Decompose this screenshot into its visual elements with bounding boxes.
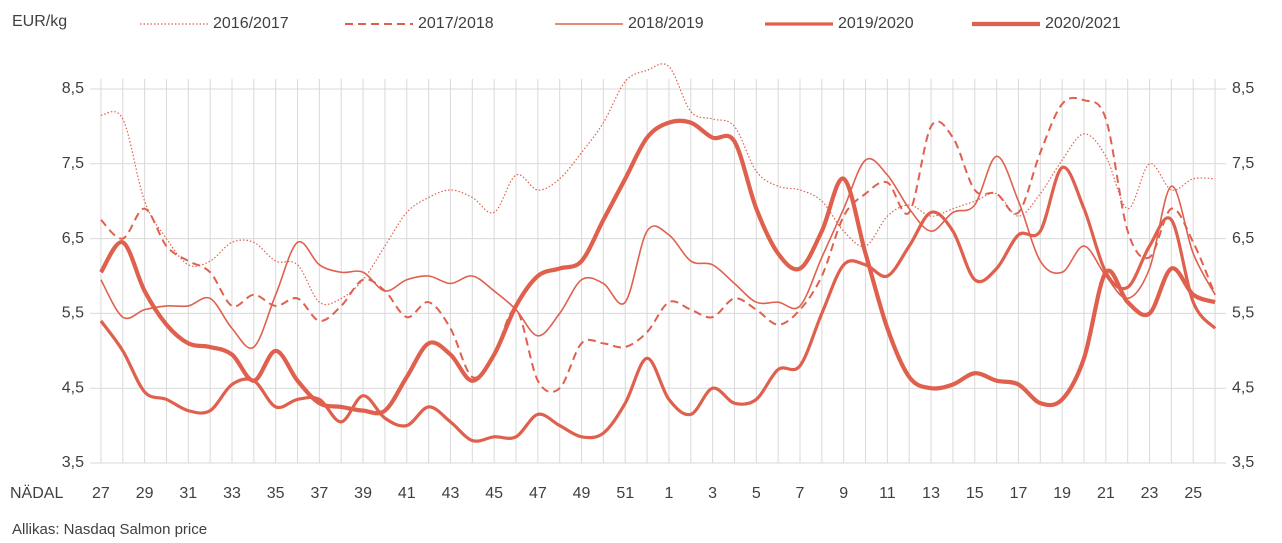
x-tick-label: 1 <box>664 485 673 502</box>
x-tick-label: 39 <box>354 485 372 502</box>
series-line <box>100 63 1216 306</box>
x-tick-label: 7 <box>796 485 805 502</box>
x-tick-label: 19 <box>1053 485 1071 502</box>
y2-tick-label: 7,5 <box>1232 155 1254 172</box>
legend-label: 2016/2017 <box>213 15 289 32</box>
x-tick-label: 29 <box>136 485 154 502</box>
x-tick-label: 31 <box>179 485 197 502</box>
y2-tick-label: 8,5 <box>1232 80 1254 97</box>
x-tick-label: 47 <box>529 485 547 502</box>
x-tick-label: 43 <box>442 485 460 502</box>
y-tick-label: 6,5 <box>62 230 84 247</box>
y-tick-label: 8,5 <box>62 80 84 97</box>
series-line <box>100 96 1217 394</box>
x-tick-label: 35 <box>267 485 285 502</box>
x-tick-label: 33 <box>223 485 241 502</box>
legend-label: 2020/2021 <box>1045 15 1121 32</box>
x-tick-label: 11 <box>879 485 896 502</box>
x-tick-label: 21 <box>1097 485 1115 502</box>
y2-tick-label: 5,5 <box>1232 305 1254 322</box>
x-tick-label: 13 <box>922 485 940 502</box>
x-tick-label: 9 <box>839 485 848 502</box>
x-tick-label: 51 <box>616 485 634 502</box>
x-tick-label: 5 <box>752 485 761 502</box>
x-tick-label: 25 <box>1184 485 1202 502</box>
x-tick-label: 41 <box>398 485 416 502</box>
x-tick-label: 15 <box>966 485 984 502</box>
y-axis-label: EUR/kg <box>12 13 67 30</box>
y-tick-label: 5,5 <box>62 305 84 322</box>
x-tick-label: 27 <box>92 485 110 502</box>
legend-label: 2019/2020 <box>838 15 914 32</box>
x-tick-label: 49 <box>573 485 591 502</box>
y2-tick-label: 3,5 <box>1232 454 1254 471</box>
series-line <box>99 118 1216 416</box>
legend-label: 2017/2018 <box>418 15 494 32</box>
series-line <box>100 155 1216 349</box>
y-tick-label: 3,5 <box>62 454 84 471</box>
x-tick-label: 23 <box>1141 485 1159 502</box>
y2-tick-label: 6,5 <box>1232 230 1254 247</box>
legend-label: 2018/2019 <box>628 15 704 32</box>
y-tick-label: 7,5 <box>62 155 84 172</box>
series-line <box>99 165 1217 443</box>
y-tick-label: 4,5 <box>62 379 84 396</box>
x-axis-label: NÄDAL <box>10 484 63 502</box>
x-tick-label: 3 <box>708 485 717 502</box>
y2-tick-label: 4,5 <box>1232 379 1254 396</box>
x-tick-label: 45 <box>485 485 503 502</box>
source-note: Allikas: Nasdaq Salmon price <box>12 521 207 538</box>
x-tick-label: 17 <box>1010 485 1028 502</box>
x-tick-label: 37 <box>310 485 328 502</box>
